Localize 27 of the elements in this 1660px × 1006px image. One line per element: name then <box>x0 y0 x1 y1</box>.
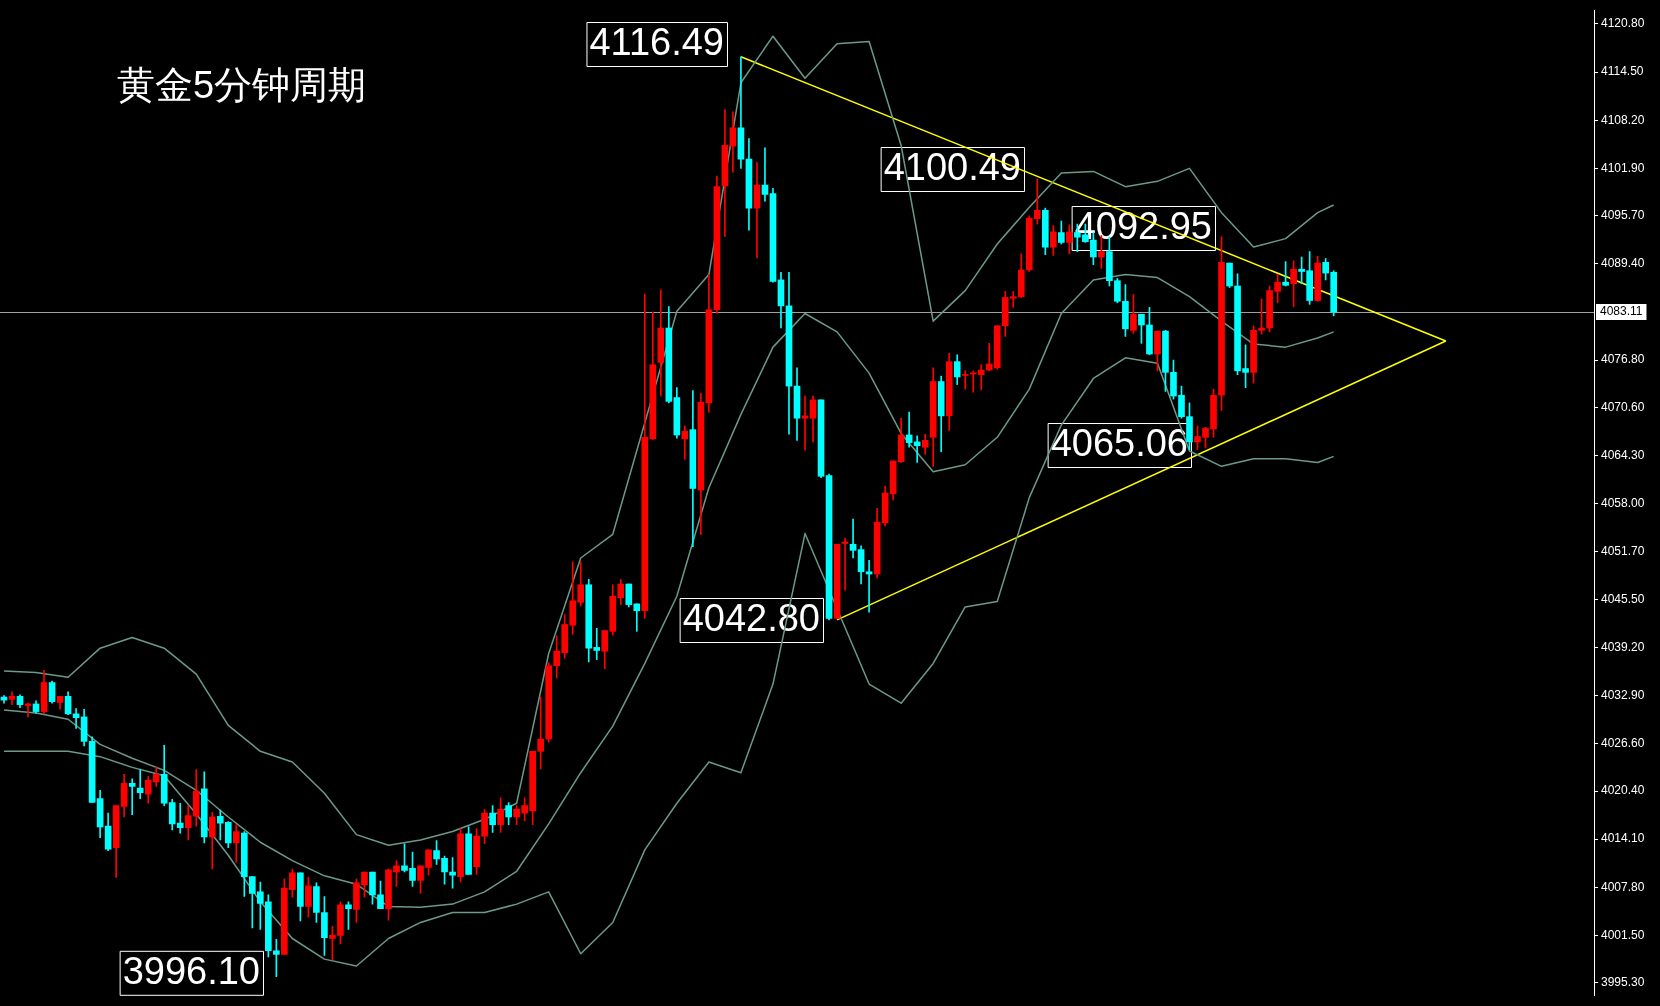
y-tick-label: 4070.60 <box>1601 399 1645 414</box>
y-tick-label: 4120.80 <box>1601 16 1645 31</box>
y-tick-label: 4076.80 <box>1601 352 1645 367</box>
y-tick-label: 4014.10 <box>1601 831 1645 846</box>
y-tick-label: 4064.30 <box>1601 447 1645 462</box>
y-tick-label: 4114.50 <box>1601 64 1644 79</box>
annotation: 4042.80 <box>682 597 821 640</box>
annotation: 4100.49 <box>883 146 1022 189</box>
y-tick-label: 4089.40 <box>1601 256 1645 271</box>
annotation: 4116.49 <box>589 21 725 64</box>
y-tick-label: 4051.70 <box>1601 544 1645 559</box>
y-tick-label: 4108.20 <box>1601 112 1645 127</box>
y-tick-label: 4001.50 <box>1601 927 1645 942</box>
text: 黄金5分钟周期 <box>117 64 367 107</box>
y-tick-label: 4058.00 <box>1601 496 1645 511</box>
y-tick-label: 3995.30 <box>1601 975 1645 990</box>
y-tick-label: 4039.20 <box>1601 639 1645 654</box>
y-tick-label: 4101.90 <box>1601 160 1645 175</box>
annotation: 4065.06 <box>1050 422 1189 465</box>
y-tick-label: 4045.50 <box>1601 591 1645 606</box>
ref-line-label: 4083.11 <box>1600 304 1643 319</box>
y-tick-label: 4007.80 <box>1601 879 1645 894</box>
y-tick-label: 4020.40 <box>1601 783 1645 798</box>
y-tick-label: 4032.90 <box>1601 687 1645 702</box>
y-tick-label: 4026.60 <box>1601 735 1645 750</box>
y-tick-label: 4095.70 <box>1601 208 1645 223</box>
annotation: 3996.10 <box>122 950 261 993</box>
